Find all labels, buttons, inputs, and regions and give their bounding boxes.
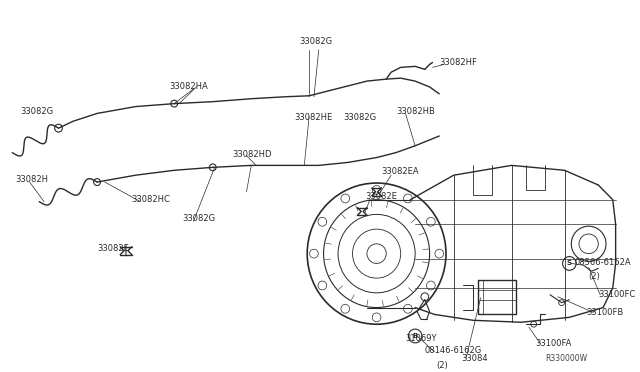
Text: 33082E: 33082E <box>97 244 129 253</box>
Text: 33082G: 33082G <box>300 37 333 46</box>
Text: R330000W: R330000W <box>545 354 588 363</box>
Text: (2): (2) <box>436 362 448 371</box>
Text: 33082G: 33082G <box>20 106 53 116</box>
Text: S: S <box>567 260 572 266</box>
Text: 08146-6162G: 08146-6162G <box>425 346 482 355</box>
Text: 33082G: 33082G <box>343 113 376 122</box>
Text: 33084: 33084 <box>461 354 488 363</box>
Text: 33082HB: 33082HB <box>396 106 435 116</box>
Text: 33082EA: 33082EA <box>381 167 419 176</box>
Text: 33082HD: 33082HD <box>232 150 271 159</box>
Text: 33082HF: 33082HF <box>439 58 477 67</box>
Text: (2): (2) <box>589 272 600 281</box>
Text: 33082HC: 33082HC <box>131 195 170 204</box>
Text: 31069Y: 31069Y <box>406 334 437 343</box>
Text: 08566-6162A: 08566-6162A <box>574 257 631 267</box>
Text: 33082HA: 33082HA <box>170 82 208 91</box>
Text: B: B <box>413 333 418 339</box>
Text: 33082G: 33082G <box>182 214 215 224</box>
Text: 33082H: 33082H <box>15 175 48 184</box>
Text: 33100FB: 33100FB <box>587 308 624 317</box>
Text: 33100FC: 33100FC <box>598 290 636 299</box>
Text: 33100FA: 33100FA <box>536 339 572 348</box>
Text: 33082E: 33082E <box>365 192 397 201</box>
Text: 33082HE: 33082HE <box>294 113 333 122</box>
